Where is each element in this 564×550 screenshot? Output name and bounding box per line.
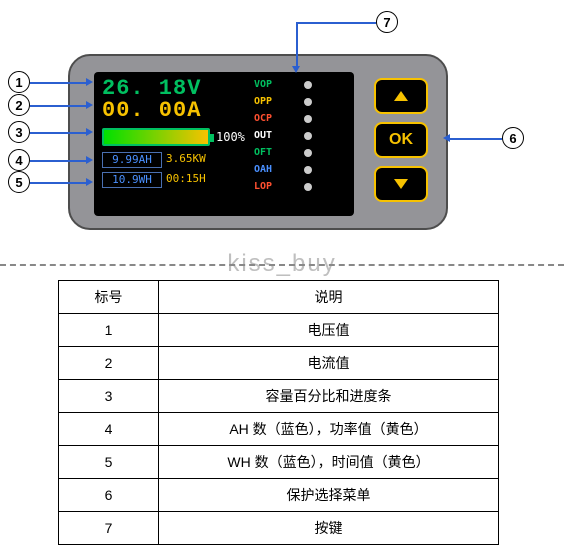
status-column: VOP OPP OCP OUT OFT OAH LOP: [254, 76, 312, 195]
status-label: OFT: [254, 147, 272, 158]
ok-button[interactable]: OK: [374, 122, 428, 158]
callout-line: [296, 22, 376, 24]
callout-arrow-icon: [86, 101, 93, 109]
button-panel: OK: [374, 78, 428, 210]
table-cell: 5: [59, 446, 159, 479]
table-cell: 3: [59, 380, 159, 413]
status-dot-icon: [304, 81, 312, 89]
callout-arrow-icon: [86, 128, 93, 136]
wh-value: 10.9WH: [102, 172, 162, 188]
down-arrow-icon: [393, 178, 409, 190]
status-dot-icon: [304, 166, 312, 174]
table-cell: 2: [59, 347, 159, 380]
callout-arrow-icon: [292, 66, 300, 73]
status-label: OUT: [254, 130, 272, 141]
callout-label: 4: [8, 149, 30, 171]
down-button[interactable]: [374, 166, 428, 202]
time-value: 00:15H: [166, 172, 224, 188]
current-value: 00. 00A: [102, 100, 201, 122]
diagram-area: VOPOPPOCPOUTOFTOAHLOP 26. 18V 00. 00A 10…: [0, 0, 564, 260]
callout-label: 3: [8, 121, 30, 143]
kw-value: 3.65KW: [166, 152, 224, 168]
callout-label: 2: [8, 94, 30, 116]
table-header: 说明: [159, 281, 499, 314]
table-cell: AH 数（蓝色），功率值（黄色）: [159, 413, 499, 446]
status-dot-icon: [304, 149, 312, 157]
status-dot-icon: [304, 98, 312, 106]
callout-line: [30, 160, 86, 162]
status-label: OPP: [254, 96, 272, 107]
callout-line: [30, 182, 86, 184]
table-cell: 电压值: [159, 314, 499, 347]
status-dot-icon: [304, 183, 312, 191]
status-label: VOP: [254, 79, 272, 90]
table-cell: WH 数（蓝色），时间值（黄色）: [159, 446, 499, 479]
callout-line: [30, 132, 86, 134]
table-cell: 4: [59, 413, 159, 446]
callout-line: [296, 22, 298, 66]
separator: [0, 264, 564, 266]
status-label: LOP: [254, 181, 272, 192]
callout-line: [450, 138, 502, 140]
table-cell: 7: [59, 512, 159, 545]
callout-arrow-icon: [86, 156, 93, 164]
status-dot-icon: [304, 115, 312, 123]
status-label: OCP: [254, 113, 272, 124]
table-cell: 1: [59, 314, 159, 347]
callout-label: 6: [502, 127, 524, 149]
callout-arrow-icon: [86, 78, 93, 86]
callout-arrow-icon: [443, 134, 450, 142]
status-dot-icon: [304, 132, 312, 140]
up-arrow-icon: [393, 90, 409, 102]
table-cell: 容量百分比和进度条: [159, 380, 499, 413]
table-header: 标号: [59, 281, 159, 314]
capacity-pct: 100%: [216, 130, 245, 144]
up-button[interactable]: [374, 78, 428, 114]
voltage-value: 26. 18V: [102, 78, 201, 100]
callout-line: [30, 82, 86, 84]
status-label: OAH: [254, 164, 272, 175]
table-cell: 6: [59, 479, 159, 512]
callout-label: 5: [8, 171, 30, 193]
table-cell: 电流值: [159, 347, 499, 380]
device-screen: VOP OPP OCP OUT OFT OAH LOP 26. 18V 00. 00A 10…: [94, 72, 354, 216]
battery-icon: [102, 128, 210, 146]
callout-label: 1: [8, 71, 30, 93]
ah-value: 9.99AH: [102, 152, 162, 168]
table-cell: 按键: [159, 512, 499, 545]
legend-table: 标号 说明 1电压值2电流值3容量百分比和进度条4AH 数（蓝色），功率值（黄色…: [58, 280, 499, 545]
callout-line: [30, 105, 86, 107]
table-cell: 保护选择菜单: [159, 479, 499, 512]
callout-arrow-icon: [86, 178, 93, 186]
callout-label: 7: [376, 11, 398, 33]
device-frame: VOP OPP OCP OUT OFT OAH LOP 26. 18V 00. 00A 10…: [68, 54, 448, 230]
